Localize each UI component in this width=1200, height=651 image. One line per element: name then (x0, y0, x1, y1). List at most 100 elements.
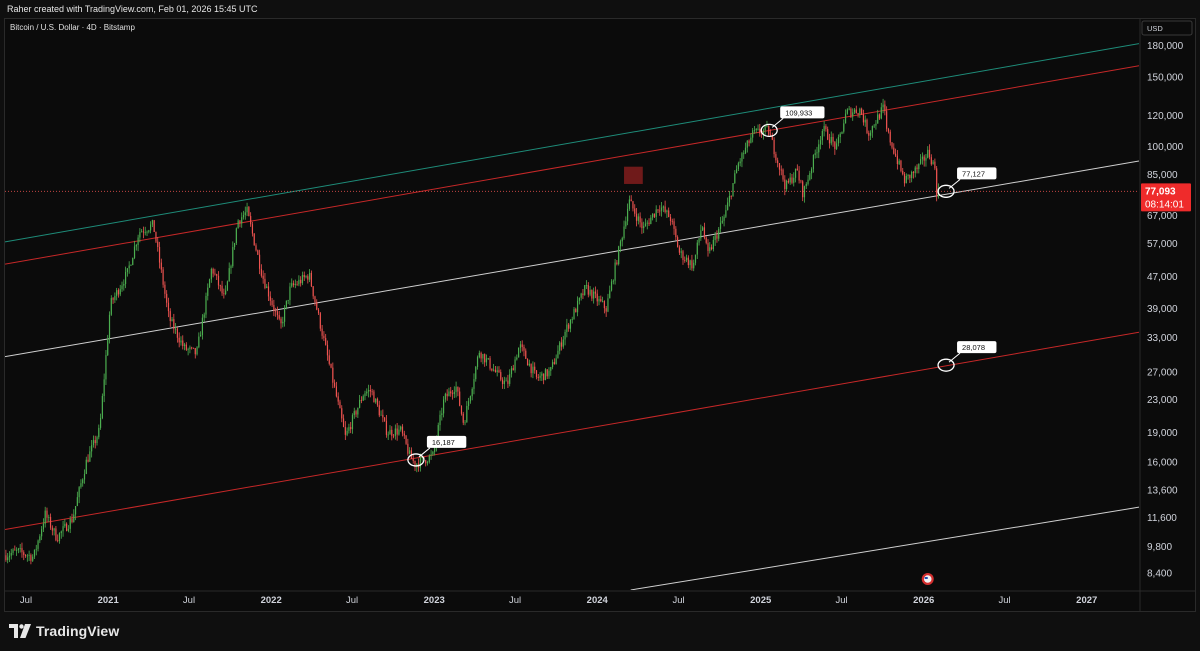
candle-body (569, 319, 572, 329)
candle-body (228, 268, 230, 282)
symbol-title[interactable]: Bitcoin / U.S. Dollar · 4D · Bitstamp (10, 23, 135, 32)
candle-body (285, 300, 287, 308)
y-tick-label: 27,000 (1147, 367, 1178, 378)
candle-body (92, 440, 95, 446)
candle-body (437, 425, 439, 439)
candle-body (310, 272, 312, 287)
candle-body (309, 272, 311, 280)
candle-body (587, 285, 589, 295)
candle-body (591, 289, 593, 299)
candle-body (589, 289, 591, 295)
candle-body (566, 324, 568, 332)
candle-body (191, 347, 193, 349)
candle-body (791, 177, 793, 183)
tradingview-logo[interactable]: TradingView (9, 623, 119, 639)
candle-body (332, 367, 334, 383)
candle-body (23, 552, 25, 555)
candle-body (714, 235, 716, 240)
candle-body (48, 517, 50, 518)
candle-body (121, 285, 123, 290)
candle-body (664, 206, 666, 212)
candle-body (793, 177, 795, 183)
y-tick-label: 33,000 (1147, 333, 1178, 344)
candle-body (67, 528, 70, 531)
candle-body (639, 216, 641, 223)
candle-body (153, 220, 155, 233)
candle-body (730, 196, 732, 197)
candle-body (669, 217, 672, 221)
candle-body (771, 135, 773, 140)
candle-body (732, 183, 734, 197)
candle-body (451, 393, 454, 395)
candle-body (460, 405, 463, 414)
x-tick-label: 2023 (424, 595, 445, 606)
candle-body (914, 167, 916, 173)
candle-body (762, 130, 764, 135)
candle-body (685, 257, 688, 261)
candle-body (116, 290, 118, 296)
candle-body (778, 163, 781, 170)
x-tick-label: 2026 (913, 595, 934, 606)
created-by-text: Raher created with TradingView.com, Feb … (7, 4, 258, 14)
candle-body (468, 401, 470, 406)
candle-body (551, 362, 554, 368)
candle-body (821, 130, 823, 141)
candle-body (859, 108, 861, 115)
candle-body (650, 217, 652, 225)
candle-body (564, 331, 566, 340)
candle-body (21, 548, 23, 553)
candle-body (276, 311, 279, 316)
candle-body (346, 430, 348, 435)
candle-body (764, 126, 766, 131)
candle-body (805, 183, 807, 187)
candle-body (653, 213, 656, 217)
candle-body (787, 180, 789, 183)
candle-body (142, 231, 145, 233)
candle-body (409, 450, 411, 454)
candle-body (217, 275, 220, 286)
candle-body (691, 260, 693, 269)
trend-line-bottom-white (630, 506, 1139, 590)
candle-body (83, 473, 86, 480)
candle-body (328, 355, 330, 364)
candle-body (269, 296, 271, 301)
candle-body (784, 179, 786, 190)
candle-body (782, 169, 784, 180)
candle-body (916, 167, 918, 170)
candle-body (585, 285, 588, 286)
candle-body (396, 428, 398, 435)
candle-body (671, 220, 673, 222)
candle-body (484, 354, 486, 363)
candle-body (398, 429, 400, 435)
candle-body (519, 344, 522, 348)
x-tick-label: Jul (509, 595, 521, 606)
candle-body (609, 290, 611, 299)
candle-body (760, 133, 763, 135)
candle-body (366, 391, 368, 394)
candle-body (182, 340, 184, 347)
candle-body (925, 157, 927, 161)
candle-body (76, 497, 78, 507)
candle-body (200, 334, 202, 337)
candle-body (419, 457, 421, 468)
candle-body (183, 344, 186, 347)
candle-body (743, 153, 745, 155)
candle-body (880, 107, 882, 119)
candles (5, 98, 940, 565)
candle-body (868, 132, 870, 136)
candle-body (716, 235, 718, 239)
candle-body (289, 286, 291, 301)
candle-body (680, 251, 682, 253)
candle-body (62, 526, 64, 532)
candle-body (500, 372, 502, 380)
x-tick-label: 2024 (587, 595, 609, 606)
candle-body (226, 281, 229, 291)
candle-body (623, 226, 625, 239)
tradingview-logo-icon (9, 624, 31, 638)
candle-body (205, 295, 207, 315)
candle-body (700, 230, 702, 239)
candle-body (405, 435, 407, 444)
candle-body (110, 298, 112, 315)
candle-body (359, 399, 361, 408)
